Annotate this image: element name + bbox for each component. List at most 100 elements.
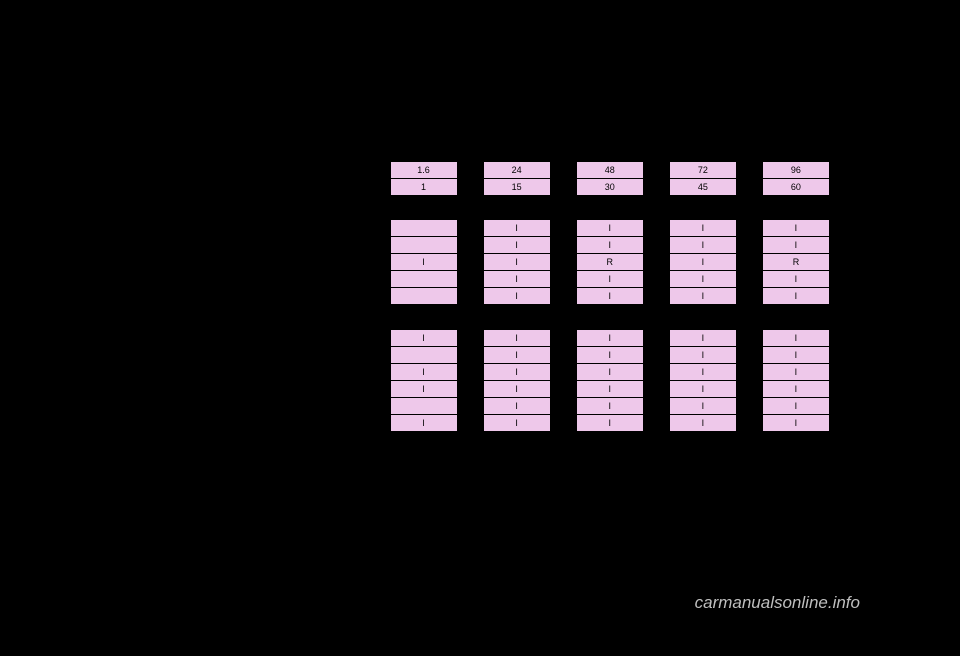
- label-mi: Miles × 1000: [130, 178, 390, 195]
- cell: I: [483, 397, 550, 414]
- bullet: • Frequent driving in dusty conditions: [130, 528, 830, 542]
- maintenance-table: Kilometers × 1000 1.6 24 48 72 96 Miles …: [130, 161, 830, 432]
- cell: I: [762, 397, 829, 414]
- cell: I: [483, 271, 550, 288]
- cell: I: [669, 380, 736, 397]
- cell: I: [762, 329, 829, 346]
- row-label: Inspect Drive Belt (Generator).: [130, 271, 390, 288]
- bullet: • Frequent short trips of less than 10 m…: [130, 570, 830, 584]
- cell: I: [576, 363, 643, 380]
- cell: I: [762, 271, 829, 288]
- cell: 45: [669, 178, 736, 195]
- intro-paragraphs: The oil and filter change interval for y…: [130, 66, 830, 130]
- row-label: Replace Air Cleaner Filter (Element).: [130, 288, 390, 305]
- cell: I: [762, 288, 829, 305]
- table-row: Lube All Ball Joints and Steering Linkag…: [130, 363, 830, 380]
- table-row: Inspect Drive Belt (Generator). I I I I: [130, 271, 830, 288]
- row-label: Inspect Brake Linings.: [130, 346, 390, 363]
- section-emission: Emission Control System Maintenance: [130, 201, 830, 220]
- cell: I: [762, 363, 829, 380]
- section-general: General Maintenance: [130, 311, 830, 330]
- cell: I: [762, 237, 829, 254]
- cell: I: [576, 346, 643, 363]
- page-container: MAINTENANCE SCHEDULES The oil and filter…: [90, 0, 870, 625]
- cell: I: [483, 346, 550, 363]
- cell: I: [762, 220, 829, 237]
- cell: I: [390, 363, 457, 380]
- cell: I: [483, 288, 550, 305]
- cell: 72: [669, 161, 736, 178]
- cell: [390, 346, 457, 363]
- cell: 15: [483, 178, 550, 195]
- cell: I: [483, 329, 550, 346]
- table-row: Replace Spark Plugs. I I R I R: [130, 254, 830, 271]
- cell: I: [576, 380, 643, 397]
- row-label: Inspect All Suspension Movement.: [130, 397, 390, 414]
- cell: I: [483, 237, 550, 254]
- page-title: MAINTENANCE SCHEDULES: [130, 30, 830, 52]
- cell: I: [669, 220, 736, 237]
- cell: I: [669, 237, 736, 254]
- cell: I: [669, 288, 736, 305]
- section-general-label: General Maintenance: [130, 311, 830, 330]
- row-label: Lube All Ball Joints and Steering Linkag…: [130, 363, 390, 380]
- intro-p1-prefix: The oil and filter change interval for y…: [130, 67, 788, 79]
- schedule-a-label: Schedule "A": [130, 445, 194, 456]
- row-label: Lube Front Prop Shaft Fitting (4x4).: [130, 380, 390, 397]
- cell: 1: [390, 178, 457, 195]
- caution-text: Failure to perform the required maintena…: [130, 642, 830, 656]
- table-row: Inspect All Suspension Movement. I I I I: [130, 397, 830, 414]
- cell: 96: [762, 161, 829, 178]
- row-label: Inspect Fuel Filter.: [130, 220, 390, 237]
- bullet: • Frequent short trip driving less than …: [130, 507, 830, 521]
- cell: I: [483, 254, 550, 271]
- cell: I: [669, 271, 736, 288]
- cell: I: [390, 380, 457, 397]
- cell: I: [576, 414, 643, 431]
- cell: R: [762, 254, 829, 271]
- bullet: • Frequent trailer towing, or extensive …: [130, 549, 830, 563]
- table-row: Replace Air Cleaner Filter (Element). I …: [130, 288, 830, 305]
- cell: I: [669, 254, 736, 271]
- cell: 24: [483, 161, 550, 178]
- cell: I: [762, 414, 829, 431]
- schedule-b-desc: is the schedule for vehicles that operat…: [194, 487, 578, 498]
- table-row: Lube Front Prop Shaft Fitting (4x4). I I…: [130, 380, 830, 397]
- cell: 60: [762, 178, 829, 195]
- label-km: Kilometers × 1000: [130, 161, 390, 178]
- schedule-a-desc: lists all the scheduled maintenance to b…: [194, 445, 652, 456]
- cell: I: [762, 380, 829, 397]
- cell: [390, 397, 457, 414]
- cell: R: [576, 254, 643, 271]
- row-label: Replace Spark Plugs.: [130, 254, 390, 271]
- cell: I: [669, 329, 736, 346]
- cell: [390, 288, 457, 305]
- row-label: Change Engine Oil and Filter (3 months m…: [130, 329, 390, 346]
- cell: [390, 237, 457, 254]
- cell: I: [576, 237, 643, 254]
- cell: I: [669, 346, 736, 363]
- table-head-note: Actual Miles or Kilometers of Vehicle Us…: [130, 146, 830, 157]
- row-label: Check EGR System.: [130, 237, 390, 254]
- cell: 30: [576, 178, 643, 195]
- cell: I: [390, 414, 457, 431]
- table-row: Check EGR System. I I I I: [130, 237, 830, 254]
- cell: [390, 271, 457, 288]
- cell: I: [576, 397, 643, 414]
- page-number: 155: [130, 601, 148, 613]
- caution-title: CAUTION!: [130, 626, 830, 640]
- cell: I: [669, 397, 736, 414]
- cell: I: [576, 271, 643, 288]
- cell: I: [576, 329, 643, 346]
- cell: I: [483, 414, 550, 431]
- table-row: Inspect Brake Linings. I I I I: [130, 346, 830, 363]
- schedule-a-note: The services shown in Schedule "A" shoul…: [130, 465, 830, 479]
- cell: 48: [576, 161, 643, 178]
- table-row: Change Engine Oil and Filter (3 months m…: [130, 329, 830, 346]
- cell: I: [576, 220, 643, 237]
- schedule-b-label: Schedule "B": [130, 487, 194, 498]
- cell: [390, 220, 457, 237]
- cell: I: [669, 414, 736, 431]
- watermark: carmanualsonline.info: [695, 593, 860, 613]
- cell: I: [483, 363, 550, 380]
